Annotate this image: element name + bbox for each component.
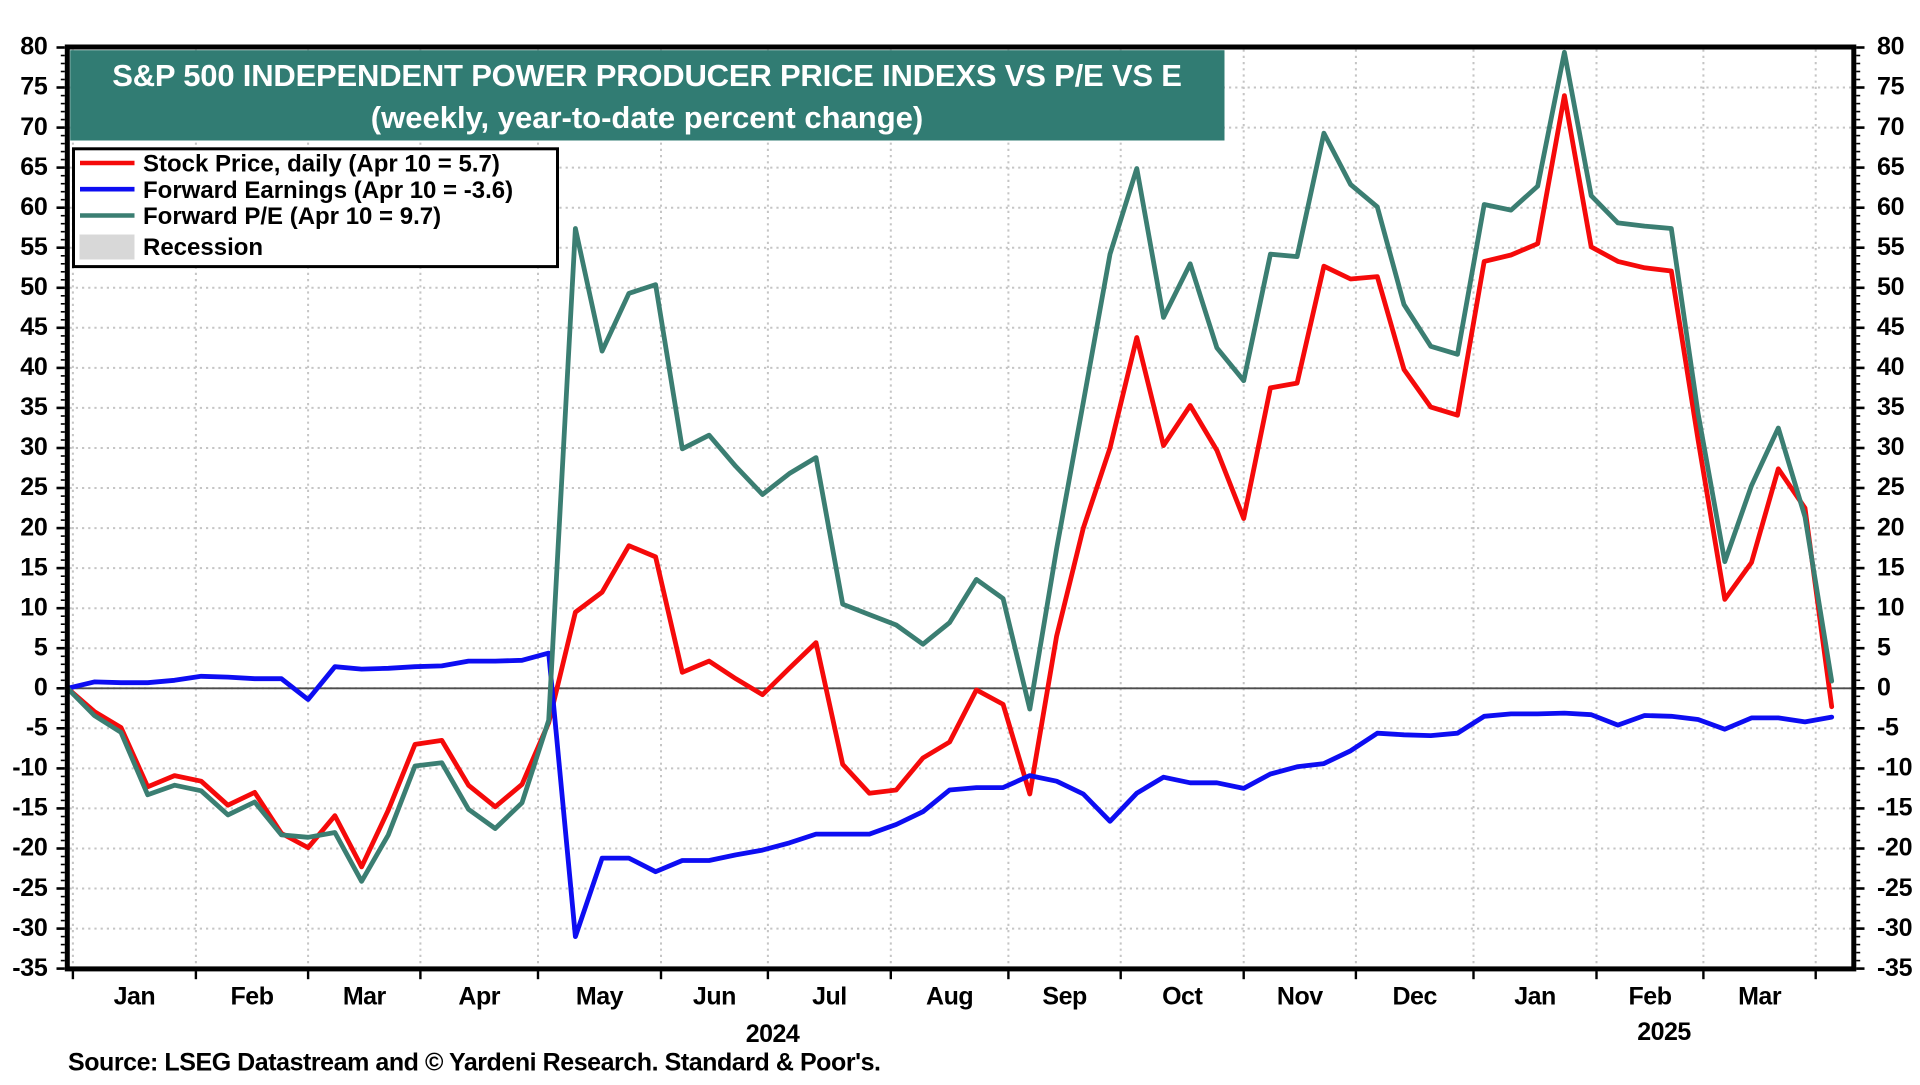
svg-text:80: 80 bbox=[1877, 33, 1904, 61]
svg-text:55: 55 bbox=[20, 233, 48, 261]
svg-text:60: 60 bbox=[1877, 193, 1904, 221]
svg-text:20: 20 bbox=[20, 513, 47, 541]
svg-text:35: 35 bbox=[20, 393, 48, 421]
svg-text:75: 75 bbox=[20, 73, 48, 101]
svg-text:-35: -35 bbox=[1877, 954, 1913, 982]
svg-text:Forward P/E (Apr 10 = 9.7): Forward P/E (Apr 10 = 9.7) bbox=[143, 203, 441, 230]
svg-text:Jan: Jan bbox=[1514, 983, 1556, 1011]
svg-text:Stock Price, daily (Apr 10 = 5: Stock Price, daily (Apr 10 = 5.7) bbox=[143, 151, 500, 178]
svg-text:Aug: Aug bbox=[926, 983, 973, 1011]
svg-text:25: 25 bbox=[1877, 473, 1905, 501]
svg-text:70: 70 bbox=[1877, 113, 1904, 141]
svg-text:Oct: Oct bbox=[1162, 983, 1203, 1011]
svg-text:Feb: Feb bbox=[231, 983, 274, 1011]
svg-text:-5: -5 bbox=[26, 714, 48, 742]
svg-text:40: 40 bbox=[1877, 353, 1904, 381]
svg-text:70: 70 bbox=[20, 113, 47, 141]
svg-text:50: 50 bbox=[20, 273, 47, 301]
svg-text:Feb: Feb bbox=[1629, 983, 1672, 1011]
svg-text:-10: -10 bbox=[12, 754, 47, 782]
svg-text:-15: -15 bbox=[12, 794, 48, 822]
svg-text:-10: -10 bbox=[1877, 754, 1912, 782]
svg-text:-35: -35 bbox=[12, 954, 48, 982]
svg-text:45: 45 bbox=[1877, 313, 1905, 341]
svg-text:Apr: Apr bbox=[458, 983, 500, 1011]
svg-text:2024: 2024 bbox=[746, 1020, 800, 1048]
svg-text:-5: -5 bbox=[1877, 714, 1899, 742]
svg-text:50: 50 bbox=[1877, 273, 1904, 301]
svg-text:Mar: Mar bbox=[343, 983, 387, 1011]
svg-text:80: 80 bbox=[20, 33, 47, 61]
svg-text:15: 15 bbox=[1877, 553, 1905, 581]
svg-text:Nov: Nov bbox=[1277, 983, 1323, 1011]
svg-text:65: 65 bbox=[1877, 153, 1905, 181]
svg-text:Jul: Jul bbox=[812, 983, 847, 1011]
svg-text:35: 35 bbox=[1877, 393, 1905, 421]
svg-text:-25: -25 bbox=[1877, 874, 1913, 902]
svg-text:25: 25 bbox=[20, 473, 48, 501]
svg-text:5: 5 bbox=[1877, 634, 1891, 662]
svg-text:(weekly, year-to-date percent: (weekly, year-to-date percent change) bbox=[371, 100, 923, 135]
svg-text:Dec: Dec bbox=[1393, 983, 1438, 1011]
svg-text:-15: -15 bbox=[1877, 794, 1913, 822]
svg-text:Jan: Jan bbox=[114, 983, 156, 1011]
svg-text:0: 0 bbox=[34, 674, 48, 702]
svg-text:30: 30 bbox=[1877, 433, 1904, 461]
svg-text:75: 75 bbox=[1877, 73, 1905, 101]
svg-text:40: 40 bbox=[20, 353, 47, 381]
svg-text:May: May bbox=[576, 983, 624, 1011]
svg-text:0: 0 bbox=[1877, 674, 1891, 702]
svg-text:S&P 500 INDEPENDENT POWER PROD: S&P 500 INDEPENDENT POWER PRODUCER PRICE… bbox=[112, 58, 1181, 93]
svg-text:60: 60 bbox=[20, 193, 47, 221]
svg-text:2025: 2025 bbox=[1637, 1018, 1691, 1046]
svg-text:20: 20 bbox=[1877, 513, 1904, 541]
svg-text:-25: -25 bbox=[12, 874, 48, 902]
svg-text:Forward Earnings (Apr 10 = -3.: Forward Earnings (Apr 10 = -3.6) bbox=[143, 177, 513, 204]
svg-text:Jun: Jun bbox=[693, 983, 736, 1011]
svg-text:-20: -20 bbox=[12, 834, 47, 862]
svg-text:10: 10 bbox=[1877, 593, 1904, 621]
svg-text:-30: -30 bbox=[1877, 914, 1912, 942]
svg-text:45: 45 bbox=[20, 313, 48, 341]
svg-text:5: 5 bbox=[34, 634, 48, 662]
svg-text:Source: LSEG Datastream and ©: Source: LSEG Datastream and © Yardeni Re… bbox=[68, 1049, 881, 1077]
svg-text:Recession: Recession bbox=[143, 234, 263, 261]
svg-text:-30: -30 bbox=[12, 914, 47, 942]
svg-text:15: 15 bbox=[20, 553, 48, 581]
svg-text:30: 30 bbox=[20, 433, 47, 461]
svg-text:55: 55 bbox=[1877, 233, 1905, 261]
svg-text:Sep: Sep bbox=[1042, 983, 1087, 1011]
svg-text:65: 65 bbox=[20, 153, 48, 181]
svg-text:Mar: Mar bbox=[1738, 983, 1782, 1011]
svg-text:-20: -20 bbox=[1877, 834, 1912, 862]
svg-text:10: 10 bbox=[20, 593, 47, 621]
